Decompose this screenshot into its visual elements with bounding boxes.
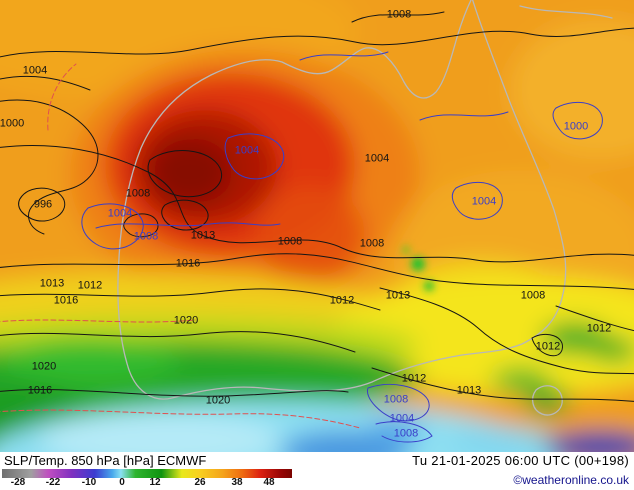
scale-tick-label: -10 <box>81 477 97 488</box>
scale-tick-label: 48 <box>263 477 275 488</box>
isobars-black <box>0 11 634 402</box>
coastline <box>117 0 613 416</box>
scale-tick-label: -22 <box>45 477 61 488</box>
weather-map-svg <box>0 0 634 452</box>
datetime-label: Tu 21-01-2025 06:00 UTC (00+198) <box>412 453 629 468</box>
scale-tick-label: 26 <box>194 477 206 488</box>
legend-text-row: SLP/Temp. 850 hPa [hPa] ECMWF Tu 21-01-2… <box>0 452 634 468</box>
map-canvas: 1008 1004 1000 1000 996 1008 1004 1008 1013 1016 1… <box>0 0 634 452</box>
scale-tick-label: 12 <box>149 477 161 488</box>
temperature-scale-bar <box>2 469 292 478</box>
contours-red-dashed <box>0 63 361 429</box>
copyright-link[interactable]: ©weatheronline.co.uk <box>513 473 629 487</box>
scale-tick-label: 0 <box>119 477 125 488</box>
scale-tick-label: -28 <box>10 477 26 488</box>
temperature-field <box>0 0 634 452</box>
contours-blue <box>81 51 603 443</box>
legend-footer: SLP/Temp. 850 hPa [hPa] ECMWF Tu 21-01-2… <box>0 452 634 490</box>
scale-tick-label: 38 <box>231 477 243 488</box>
cold-spots <box>402 246 434 291</box>
product-title: SLP/Temp. 850 hPa [hPa] ECMWF <box>4 453 207 468</box>
